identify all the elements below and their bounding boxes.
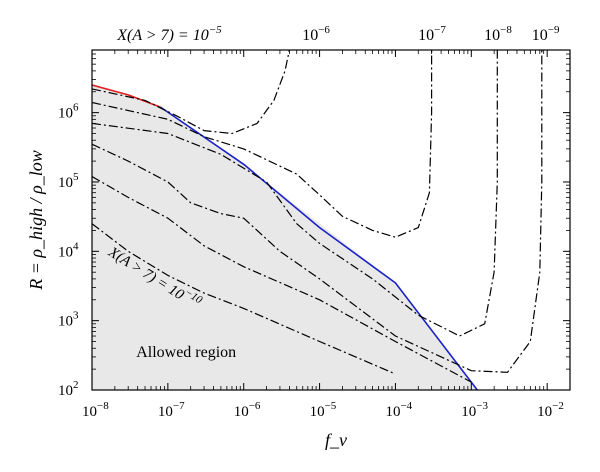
y-axis-label: R = ρ_high / ρ_low [26,150,46,290]
x-tick-label-4: 10−4 [385,400,412,420]
top-contour-label-1: 10−6 [302,24,330,44]
series-line-7 [92,223,396,375]
allowed-region-fill [92,85,478,390]
y-tick-label-3: 105 [58,171,79,191]
y-tick-label-4: 106 [58,102,79,122]
x-tick-label-0: 10−8 [82,400,109,420]
tick-layer [91,49,571,391]
annotation-1: Allowed region [136,344,236,361]
x-axis-label: f_ν [325,430,347,450]
y-tick-label-1: 103 [58,310,79,330]
top-contour-label-3: 10−8 [484,24,512,44]
x-tick-label-6: 10−2 [537,400,564,420]
x-tick-label-5: 10−3 [461,400,488,420]
series-line-6 [92,175,472,383]
plot-frame [91,49,571,391]
x-tick-label-3: 10−5 [310,400,337,420]
plot-frame-layer [91,49,571,391]
y-tick-label-2: 104 [58,240,79,260]
y-tick-label-0: 102 [58,379,79,399]
series-line-5 [92,50,543,373]
series-line-1 [160,106,478,390]
series-layer [92,50,543,390]
series-line-2 [92,50,290,135]
top-contour-label-2: 10−7 [418,24,446,44]
x-tick-label-2: 10−6 [234,400,261,420]
top-contour-label-0: X(A > 7) = 10−5 [116,24,222,44]
allowed-region-layer [92,85,478,390]
series-line-3 [92,50,433,238]
series-line-4 [92,50,498,337]
top-contour-label-4: 10−9 [532,24,560,44]
x-tick-label-1: 10−7 [158,400,185,420]
